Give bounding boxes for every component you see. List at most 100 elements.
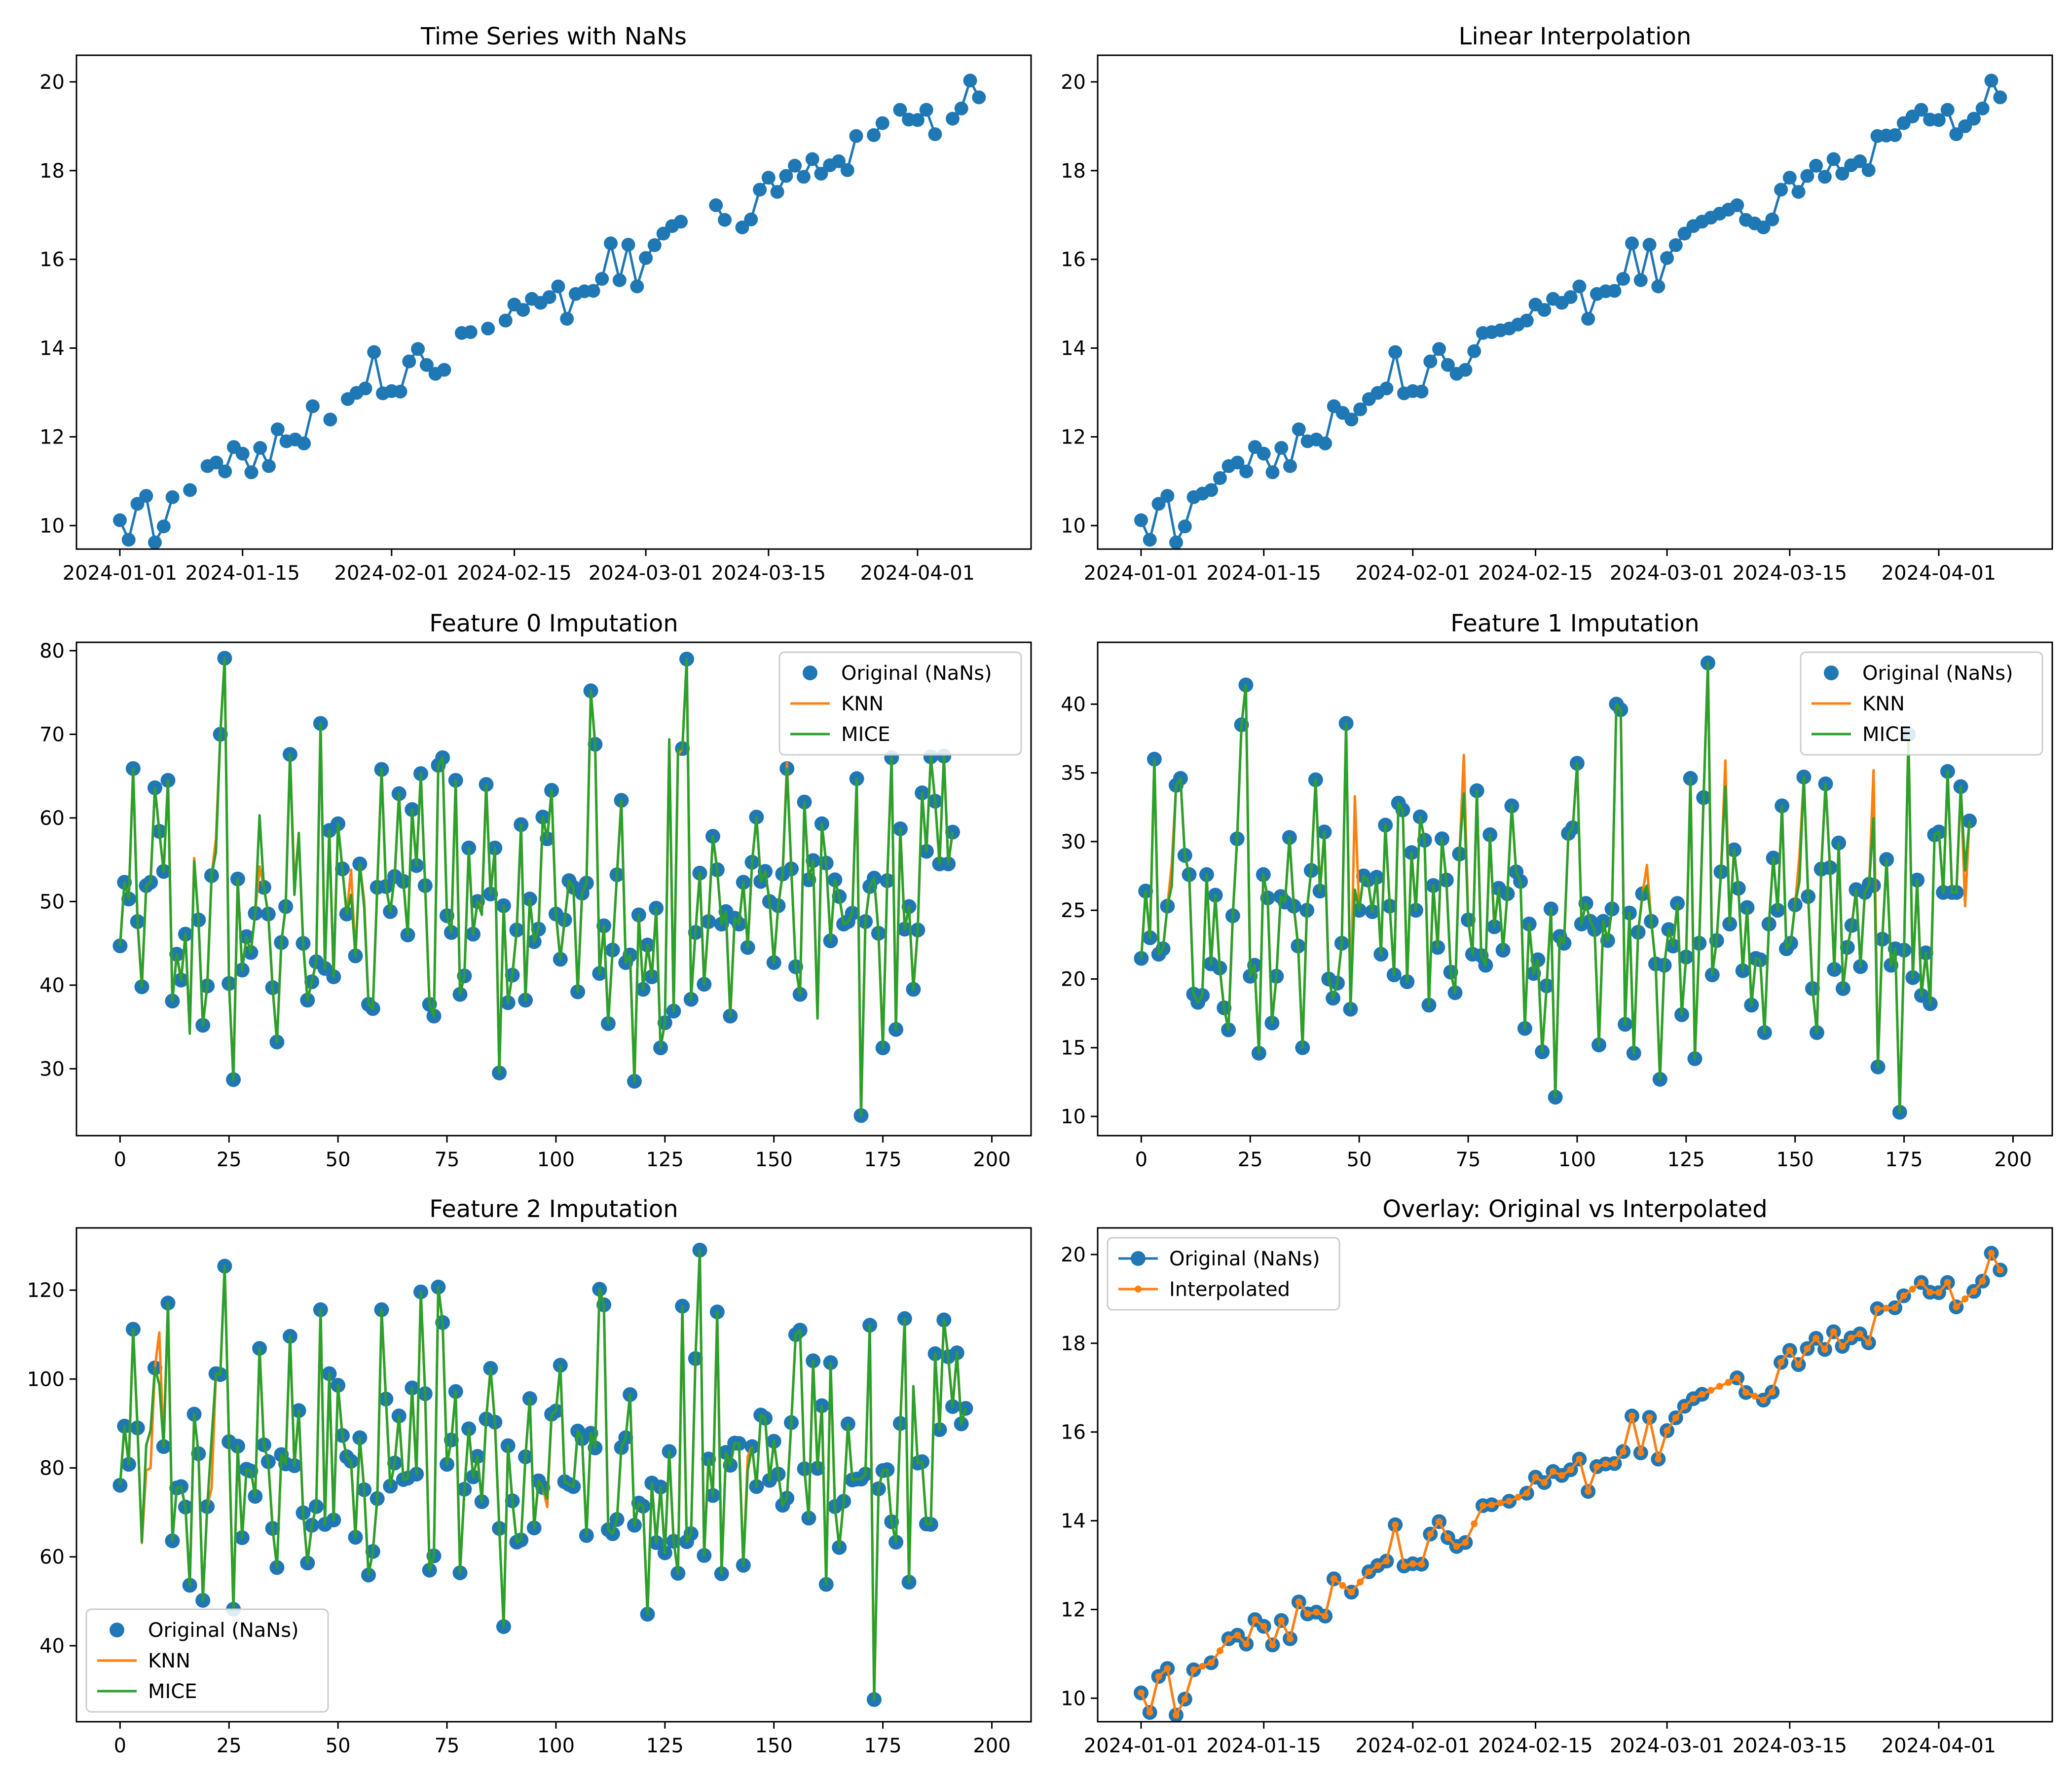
series-point [709, 198, 723, 212]
series-point [647, 238, 662, 252]
interpolated-point [1251, 1616, 1258, 1624]
series-point [1668, 238, 1683, 252]
x-tick-label: 2024-01-01 [1084, 562, 1198, 585]
series-point [1213, 471, 1227, 485]
interpolated-point [1374, 1562, 1381, 1569]
series-point [358, 381, 372, 396]
interpolated-point [1234, 1631, 1241, 1639]
y-tick-label: 60 [39, 807, 65, 830]
y-tick-label: 70 [39, 723, 65, 746]
interpolated-point [1479, 1502, 1486, 1509]
panel-3: Feature 1 Imputation 0 25 50 75 100 125 150 175 2… [1061, 610, 2053, 1171]
interpolated-point [1550, 1468, 1557, 1475]
interpolated-point [1813, 1334, 1820, 1342]
interpolated-point [1637, 1449, 1644, 1456]
x-tick-label: 100 [537, 1735, 575, 1757]
legend-label: MICE [841, 723, 890, 746]
series-point [1888, 128, 1902, 142]
x-tick-label: 100 [1558, 1148, 1596, 1171]
y-tick-label: 14 [39, 337, 65, 360]
interpolated-point [1865, 1339, 1872, 1346]
x-tick-label: 2024-02-01 [1356, 562, 1470, 585]
series-point [1414, 384, 1429, 399]
interpolated-point [1313, 1608, 1320, 1616]
series-point [1143, 533, 1157, 547]
series-point [130, 497, 145, 511]
y-tick-label: 10 [1061, 1106, 1086, 1128]
interpolated-point [1611, 1460, 1618, 1467]
series-point [1782, 171, 1797, 185]
series-point [1134, 513, 1148, 527]
interpolated-point [1138, 1689, 1145, 1697]
x-tick-label: 150 [755, 1735, 793, 1757]
series-point [1800, 169, 1814, 183]
interpolated-point [1401, 1562, 1407, 1570]
series-point [218, 464, 232, 479]
y-tick-label: 15 [1061, 1037, 1086, 1060]
interpolated-point [1444, 1534, 1451, 1541]
interpolated-point [1646, 1414, 1653, 1421]
interpolated-point [1926, 1289, 1934, 1296]
series-point [963, 74, 977, 88]
y-tick-label: 20 [1061, 1244, 1086, 1266]
x-tick-label: 50 [1347, 1148, 1372, 1171]
x-tick-label: 2024-01-15 [1206, 562, 1321, 585]
y-tick-label: 120 [27, 1279, 65, 1302]
y-tick-label: 14 [1061, 337, 1086, 360]
interpolated-point [1208, 1659, 1215, 1666]
x-tick-label: 2024-03-01 [1610, 1735, 1724, 1757]
interpolated-point [1593, 1463, 1600, 1470]
series-point [551, 279, 565, 294]
series-point [604, 236, 618, 251]
series-point [1642, 238, 1657, 252]
legend-label: Interpolated [1169, 1278, 1290, 1301]
x-tick-label: 200 [973, 1148, 1010, 1171]
x-tick-label: 2024-04-01 [1882, 1735, 1996, 1757]
series-point [1791, 185, 1806, 199]
x-tick-label: 75 [1456, 1148, 1481, 1171]
y-tick-label: 14 [1061, 1510, 1086, 1533]
series-point [1660, 251, 1674, 265]
series-point [1467, 344, 1481, 358]
series-point [156, 519, 171, 534]
series-point [814, 167, 828, 181]
legend-label: KNN [1862, 693, 1905, 715]
x-tick-label: 2024-02-15 [1478, 562, 1592, 585]
y-tick-label: 50 [39, 890, 65, 913]
interpolated-point [1699, 1391, 1706, 1398]
interpolated-point [1357, 1578, 1364, 1586]
series-point [305, 399, 320, 413]
interpolated-point [1979, 1277, 1986, 1285]
x-tick-label: 2024-03-15 [1733, 1735, 1847, 1757]
series-point [928, 127, 942, 142]
series-point [1616, 272, 1630, 286]
series-point [1756, 221, 1771, 234]
series-point [1388, 345, 1403, 359]
interpolated-point [1690, 1395, 1697, 1403]
x-tick-label: 0 [114, 1735, 126, 1757]
axes-frame [1097, 1227, 2053, 1723]
series-point [1984, 74, 1998, 88]
x-tick-label: 175 [864, 1735, 901, 1757]
interpolated-point [1287, 1635, 1294, 1642]
interpolated-point [1839, 1343, 1846, 1350]
interpolated-point [1216, 1647, 1223, 1655]
interpolated-point [1961, 1295, 1969, 1302]
series-point [1230, 455, 1245, 470]
interpolated-point [1935, 1289, 1942, 1296]
series-point [393, 384, 407, 399]
y-tick-label: 60 [39, 1546, 65, 1569]
series-point [1572, 279, 1587, 294]
interpolated-point [1392, 1521, 1399, 1528]
y-tick-label: 20 [1061, 71, 1086, 94]
panel-title: Overlay: Original vs Interpolated [1382, 1195, 1767, 1223]
interpolated-point [1497, 1499, 1504, 1507]
interpolated-point [1734, 1374, 1741, 1381]
x-tick-label: 0 [114, 1148, 126, 1171]
series-point [297, 436, 311, 450]
y-tick-label: 12 [1061, 1598, 1086, 1621]
series-point [832, 154, 846, 168]
interpolated-point [1339, 1582, 1346, 1589]
series-point [1931, 113, 1946, 127]
interpolated-point [1672, 1414, 1679, 1421]
